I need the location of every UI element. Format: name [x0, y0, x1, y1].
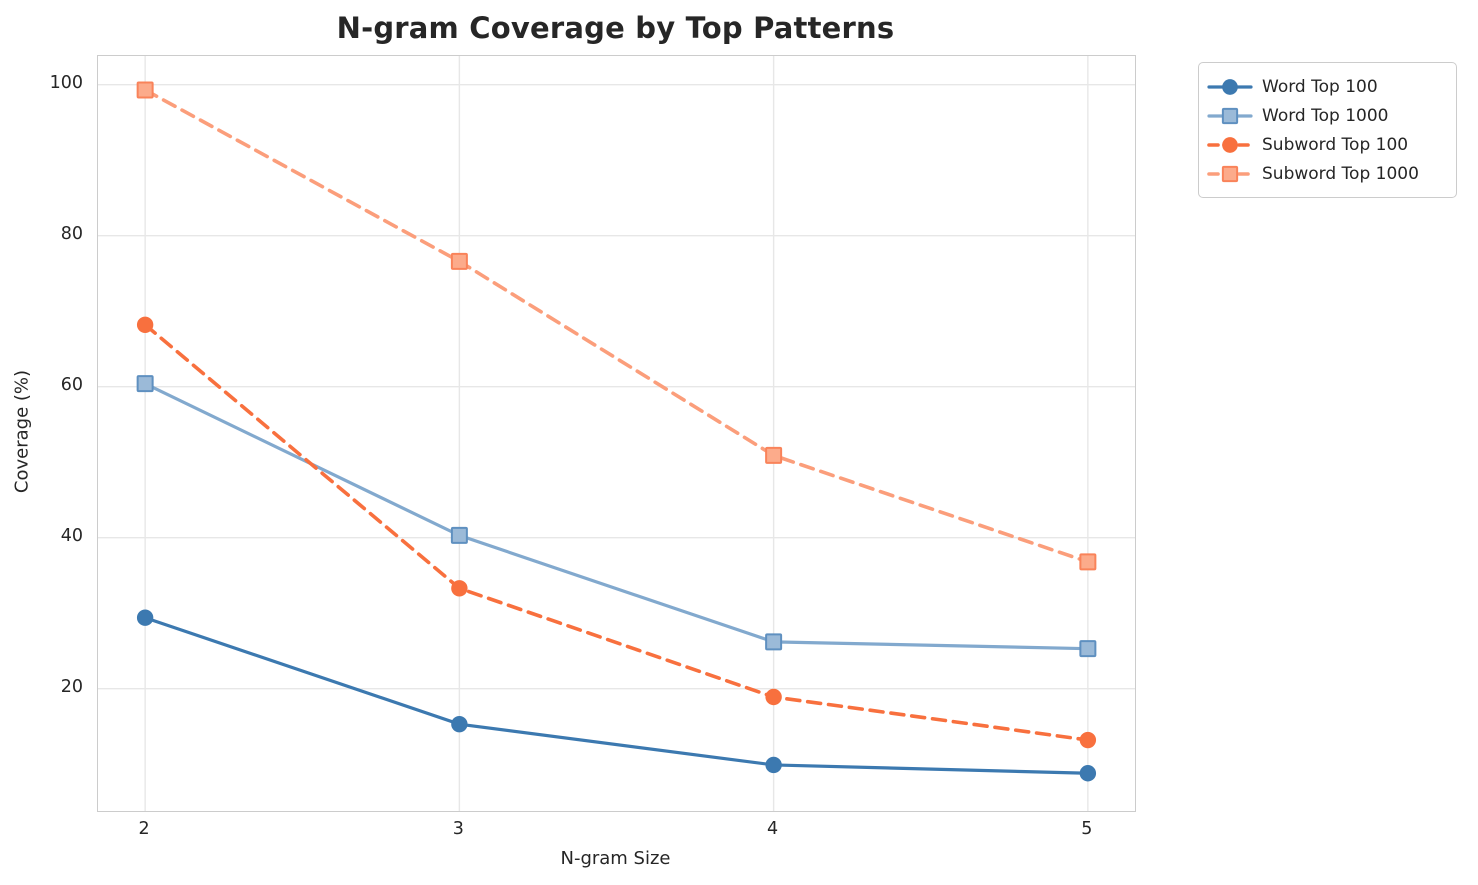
legend-label: Word Top 100: [1262, 76, 1378, 97]
series-line-word-top-1000: [143, 382, 1090, 651]
series-line-subword-top-100: [143, 322, 1090, 742]
series-marker: [1079, 731, 1097, 749]
legend-sample: [1207, 165, 1253, 182]
series-marker: [1222, 136, 1238, 153]
series-marker: [1079, 640, 1097, 658]
y-tick-label: 100: [49, 72, 83, 93]
series-marker: [136, 81, 154, 99]
series-line-subword-top-1000: [143, 88, 1090, 564]
legend: Word Top 100 Word Top 1000 Subword Top 100…: [1198, 62, 1457, 198]
series-marker: [1221, 107, 1239, 124]
series-marker: [451, 715, 468, 733]
series-marker: [136, 316, 154, 333]
series-marker: [1221, 165, 1239, 182]
series-marker: [765, 633, 783, 651]
series-marker: [450, 252, 468, 270]
series-marker: [765, 688, 782, 706]
series-marker: [1222, 78, 1238, 95]
y-tick-label: 40: [60, 525, 83, 546]
series-marker: [136, 375, 154, 393]
y-tick-label: 80: [60, 223, 83, 244]
legend-sample: [1207, 136, 1253, 153]
legend-item: Word Top 1000: [1207, 101, 1446, 130]
legend-item: Subword Top 100: [1207, 130, 1446, 159]
series-marker: [1079, 765, 1097, 782]
x-tick-label: 5: [1081, 819, 1093, 839]
x-tick-label: 4: [767, 819, 779, 839]
x-axis-label: N-gram Size: [560, 848, 671, 869]
y-axis-label: Coverage (%): [11, 369, 33, 494]
legend-sample: [1207, 107, 1253, 124]
series-line-word-top-100: [143, 616, 1090, 775]
legend-label: Subword Top 100: [1262, 134, 1409, 155]
legend-item: Subword Top 1000: [1207, 159, 1446, 188]
legend-sample: [1207, 78, 1253, 95]
series-marker: [1079, 553, 1097, 571]
series-marker: [451, 580, 468, 597]
series-marker: [136, 609, 154, 626]
legend-label: Word Top 1000: [1262, 105, 1389, 126]
plot-area: [97, 55, 1136, 812]
y-tick-label: 20: [60, 676, 83, 697]
x-tick-label: 3: [452, 819, 464, 839]
series-marker: [765, 756, 782, 774]
x-tick-label: 2: [138, 819, 150, 839]
legend-label: Subword Top 1000: [1262, 163, 1419, 184]
plot-canvas: [98, 56, 1135, 811]
chart-title: N-gram Coverage by Top Patterns: [336, 11, 895, 45]
y-tick-label: 60: [60, 374, 83, 395]
legend-item: Word Top 100: [1207, 72, 1446, 101]
series-marker: [765, 446, 783, 464]
series-marker: [450, 526, 468, 544]
